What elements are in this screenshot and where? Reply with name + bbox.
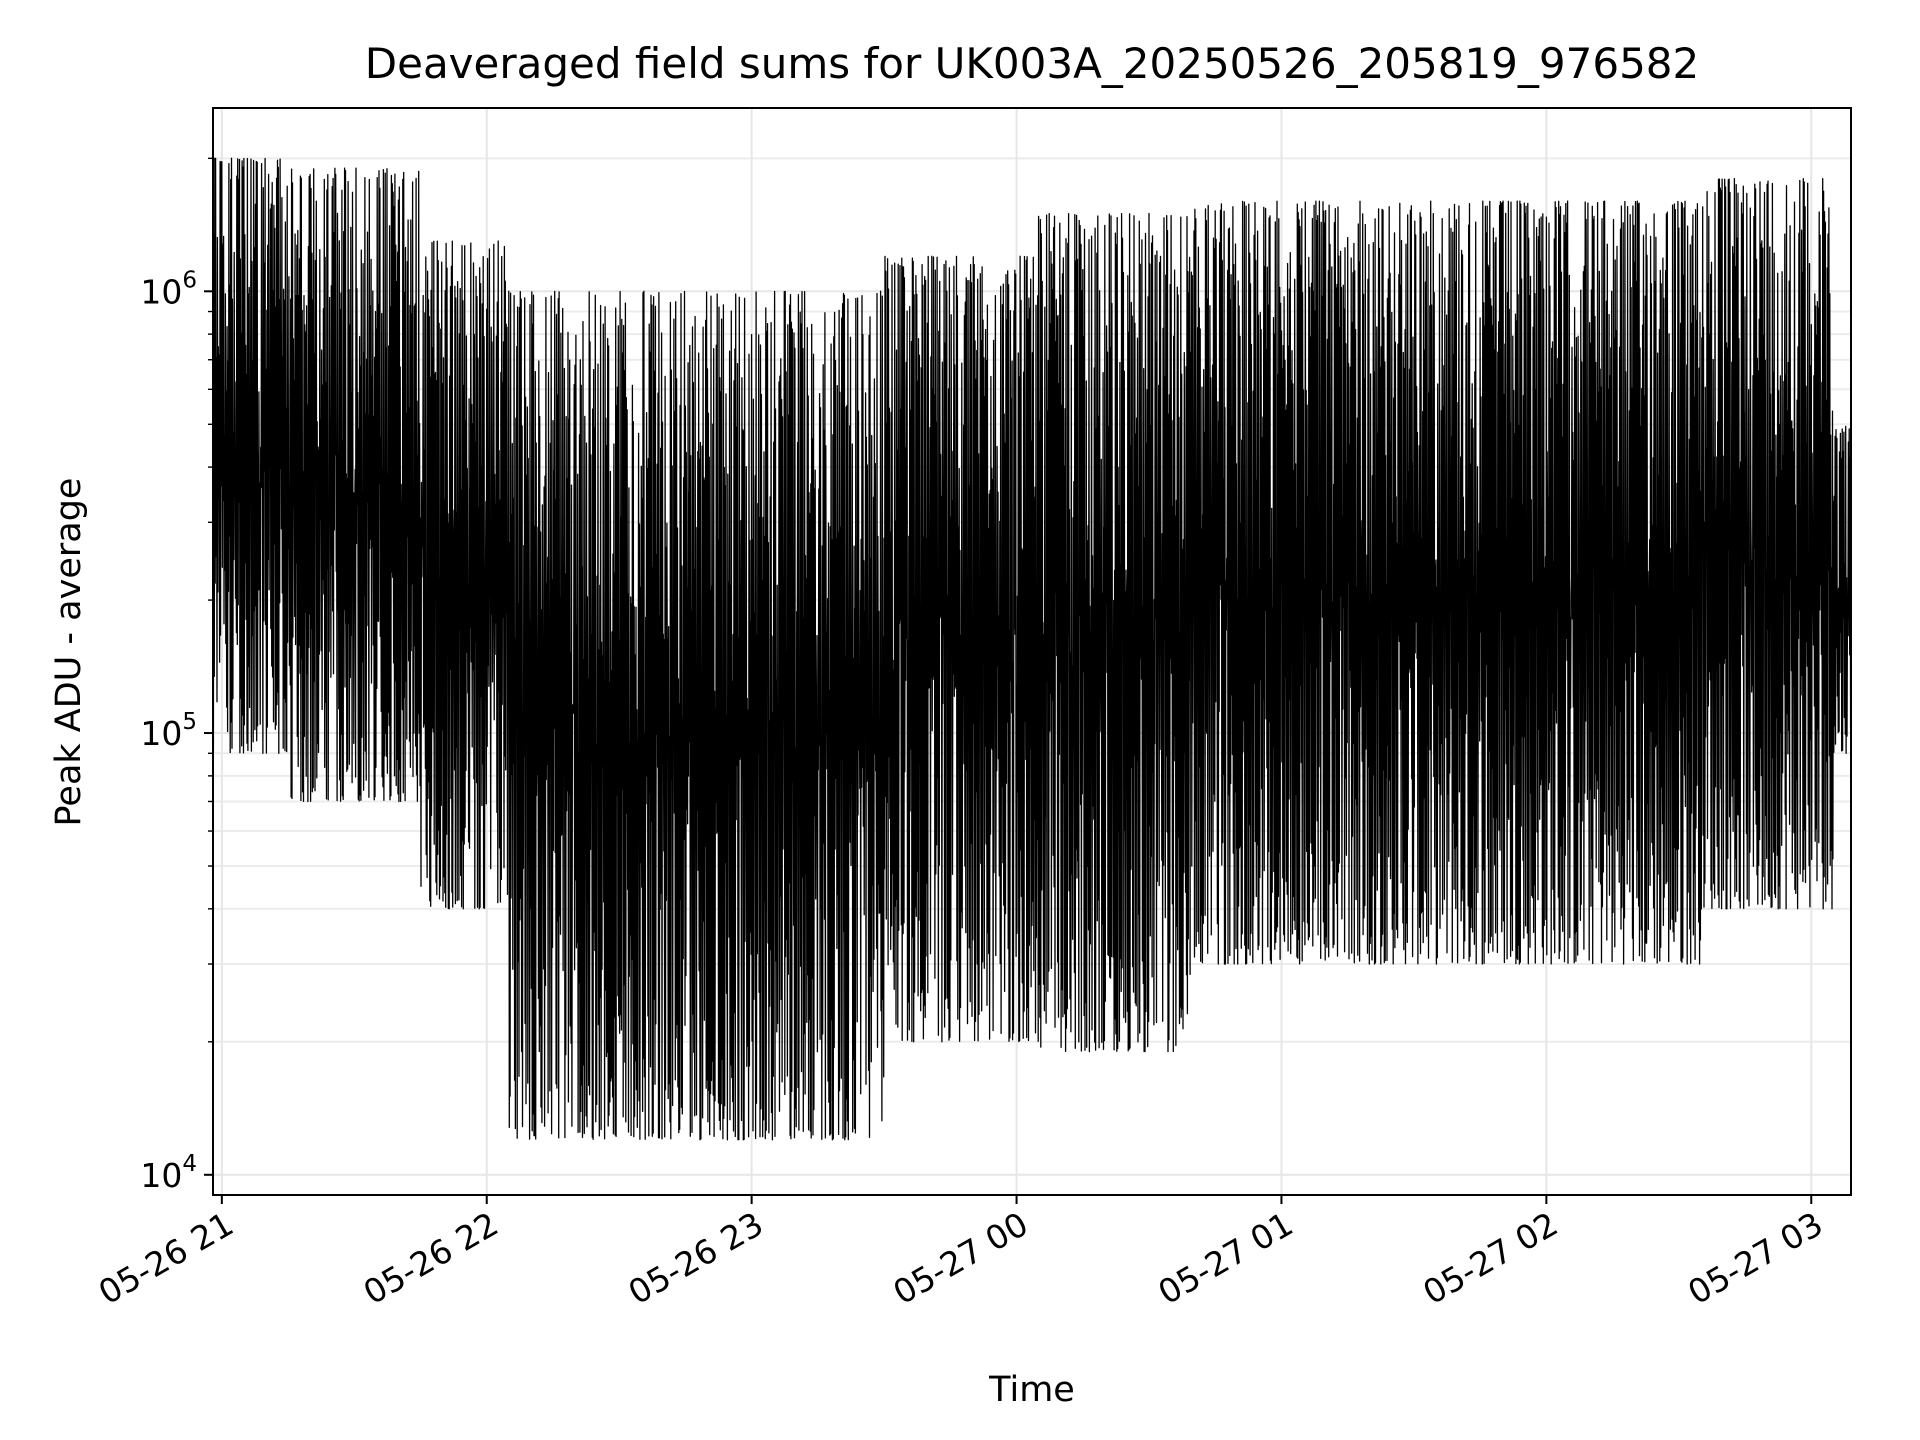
y-axis-label: Peak ADU - average (49, 478, 89, 827)
y-tick-label: 105 (140, 709, 197, 753)
chart-title: Deaveraged field sums for UK003A_2025052… (365, 39, 1699, 88)
series-layer (212, 157, 1852, 1141)
series-line (212, 157, 1852, 1141)
y-tick-label: 104 (140, 1151, 197, 1195)
y-tick-label: 106 (140, 267, 197, 311)
x-axis-label: Time (988, 1370, 1075, 1410)
plot-frame (212, 107, 1852, 1196)
